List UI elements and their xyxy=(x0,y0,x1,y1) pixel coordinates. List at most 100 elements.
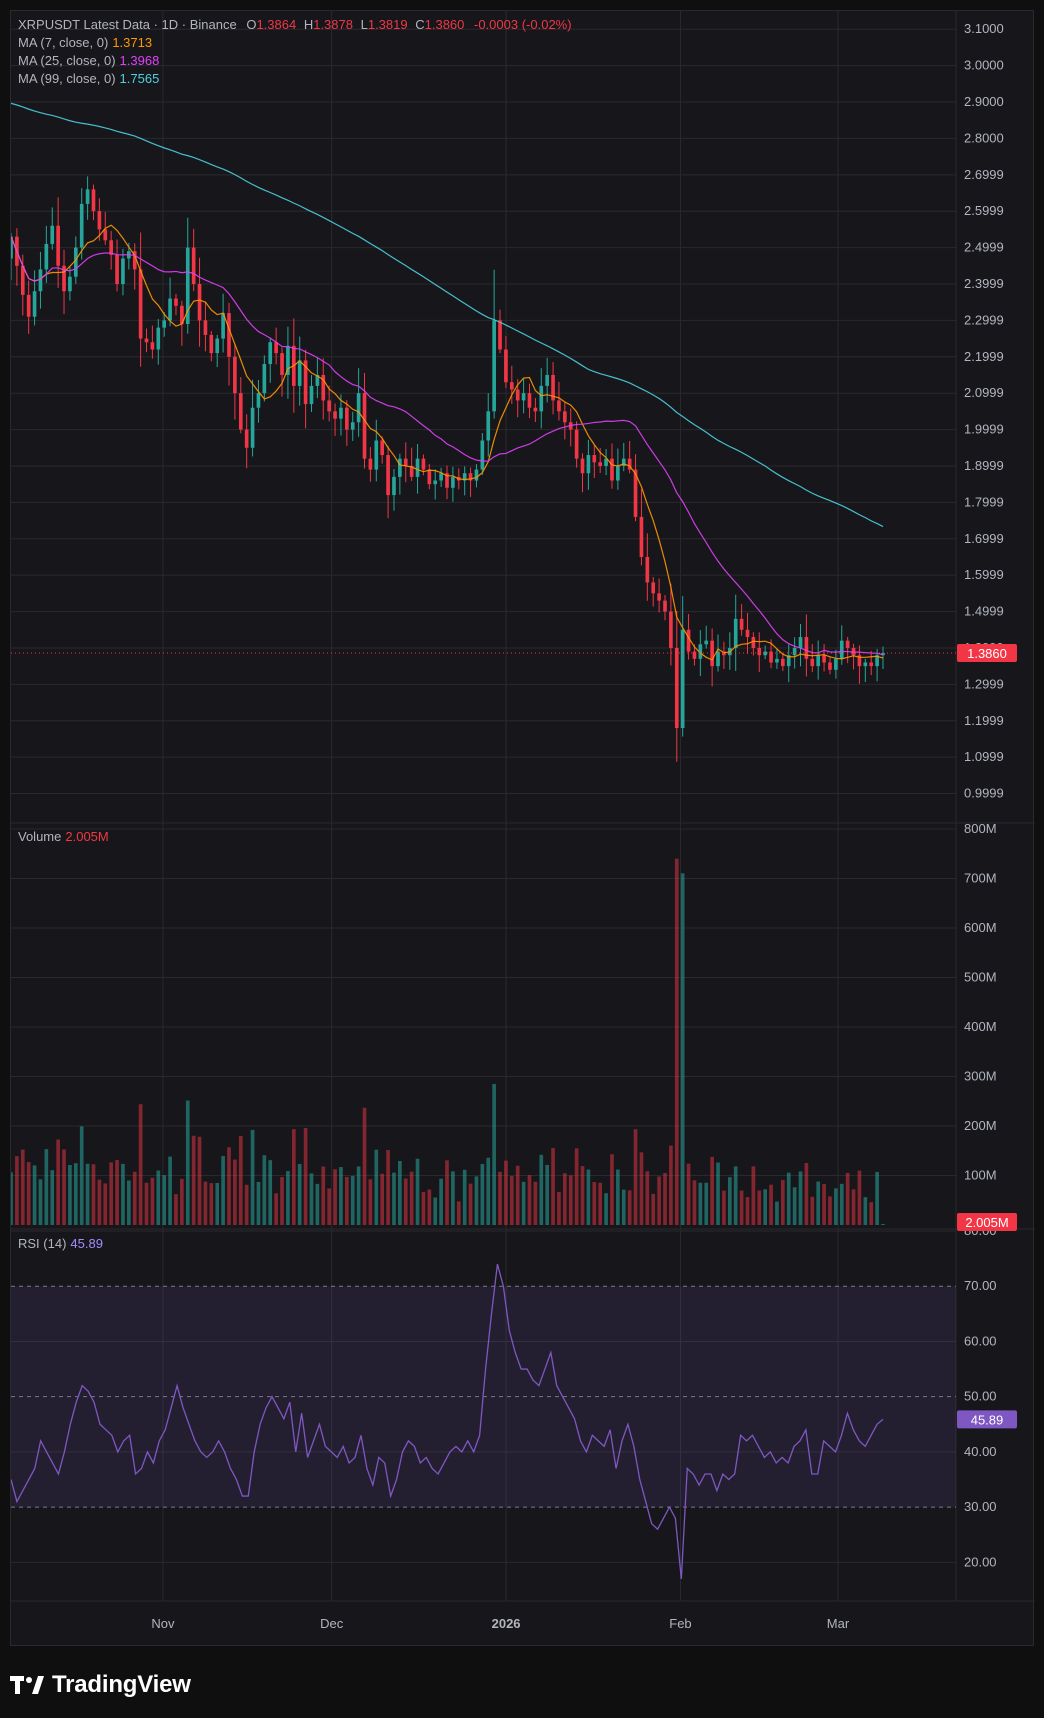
volume-bar xyxy=(451,1171,455,1225)
candle-body xyxy=(445,473,449,488)
volume-bar xyxy=(303,1128,308,1225)
candle-body xyxy=(221,313,225,339)
candle-body xyxy=(551,374,555,401)
candle-body xyxy=(227,313,231,357)
price-tick-label: 1.8999 xyxy=(964,458,1004,473)
price-tick-label: 1.7999 xyxy=(964,494,1004,509)
volume-bar xyxy=(563,1173,567,1225)
volume-bar xyxy=(680,873,685,1225)
volume-bar xyxy=(362,1107,367,1225)
volume-bar xyxy=(321,1166,326,1225)
volume-bar xyxy=(574,1148,579,1225)
candle-body xyxy=(704,640,709,645)
volume-bar xyxy=(663,1173,667,1225)
volume-tick-label: 500M xyxy=(964,970,997,985)
volume-bar xyxy=(521,1181,526,1225)
volume-bar xyxy=(692,1180,697,1225)
volume-bar xyxy=(492,1084,496,1225)
candle-body xyxy=(545,374,549,386)
volume-bar xyxy=(645,1171,650,1225)
volume-bar xyxy=(716,1162,720,1225)
candle-body xyxy=(374,440,379,470)
volume-bar xyxy=(174,1194,178,1225)
volume-legend[interactable]: Volume 2.005M xyxy=(18,829,109,844)
volume-bar xyxy=(433,1197,438,1225)
candle-body xyxy=(604,458,608,466)
candle-body xyxy=(616,465,620,481)
volume-bar xyxy=(291,1129,296,1225)
rsi-legend[interactable]: RSI (14) 45.89 xyxy=(18,1236,103,1251)
volume-bar xyxy=(403,1178,408,1225)
rsi-tick-label: 20.00 xyxy=(964,1554,997,1569)
time-tick-label: Mar xyxy=(827,1616,850,1631)
candle-body xyxy=(132,251,137,270)
volume-bar xyxy=(132,1171,137,1225)
volume-bar xyxy=(828,1196,832,1225)
candle-body xyxy=(309,385,314,405)
brand-name[interactable]: TradingView xyxy=(52,1671,191,1698)
volume-bar xyxy=(121,1163,125,1225)
volume-bar xyxy=(233,1159,237,1225)
volume-bar xyxy=(256,1181,261,1225)
volume-bar xyxy=(97,1179,102,1225)
volume-bar xyxy=(26,1162,31,1225)
candle-body xyxy=(557,400,561,412)
rsi-tick-label: 60.00 xyxy=(964,1333,997,1348)
candle-body xyxy=(822,655,826,663)
ma99-value: 1.7565 xyxy=(119,71,160,86)
time-tick-label: Nov xyxy=(151,1616,175,1631)
time-tick-label: Dec xyxy=(320,1616,344,1631)
volume-bar xyxy=(44,1149,49,1225)
candle-body xyxy=(20,265,25,295)
volume-bar xyxy=(32,1165,37,1225)
volume-tick-label: 600M xyxy=(964,920,997,935)
last-price-badge: 1.3860 xyxy=(967,646,1007,661)
candle-body xyxy=(869,662,874,667)
tradingview-logo-icon[interactable] xyxy=(10,1674,46,1696)
chart-canvas[interactable]: 0.99991.09991.19991.29991.39991.49991.59… xyxy=(11,11,1035,1647)
candle-body xyxy=(828,662,832,670)
volume-bar xyxy=(50,1170,55,1225)
ma99-legend[interactable]: MA (99, close, 0) 1.7565 xyxy=(18,71,160,86)
candle-body xyxy=(698,644,703,659)
chart-frame: 0.99991.09991.19991.29991.39991.49991.59… xyxy=(10,10,1035,1647)
volume-tick-label: 200M xyxy=(964,1118,997,1133)
candle-body xyxy=(238,393,243,430)
volume-bar xyxy=(368,1179,373,1225)
volume-bar xyxy=(156,1170,161,1225)
volume-bar xyxy=(863,1197,868,1225)
candle-body xyxy=(710,640,714,667)
ma25-legend[interactable]: MA (25, close, 0) 1.3968 xyxy=(18,53,160,68)
price-tick-label: 2.6999 xyxy=(964,167,1004,182)
volume-bar xyxy=(38,1179,43,1225)
volume-bar xyxy=(73,1163,78,1225)
volume-bar xyxy=(527,1175,532,1225)
candle-body xyxy=(598,462,603,466)
ma7-legend[interactable]: MA (7, close, 0) 1.3713 xyxy=(18,35,153,50)
volume-bar xyxy=(274,1193,278,1225)
candle-body xyxy=(380,440,385,456)
price-tick-label: 1.2999 xyxy=(964,676,1004,691)
candle-body xyxy=(521,393,526,401)
candle-body xyxy=(233,356,237,394)
rsi-badge: 45.89 xyxy=(971,1412,1004,1427)
volume-bar xyxy=(839,1183,844,1225)
volume-bar xyxy=(215,1182,220,1225)
volume-bar xyxy=(421,1191,426,1225)
rsi-badge-bg xyxy=(957,1410,1017,1429)
candle-body xyxy=(651,582,656,594)
candle-body xyxy=(839,640,844,659)
candle-body xyxy=(356,393,361,423)
volume-bar xyxy=(722,1190,726,1225)
volume-bar xyxy=(604,1193,608,1225)
volume-bar xyxy=(409,1171,414,1225)
volume-bar xyxy=(227,1147,231,1225)
candle-body xyxy=(533,407,538,412)
volume-bar xyxy=(356,1166,361,1225)
candle-body xyxy=(486,411,491,441)
candle-body xyxy=(504,349,508,383)
candle-body xyxy=(857,655,862,667)
candle-body xyxy=(763,651,767,656)
volume-bar xyxy=(610,1154,614,1225)
volume-bar xyxy=(586,1169,591,1225)
